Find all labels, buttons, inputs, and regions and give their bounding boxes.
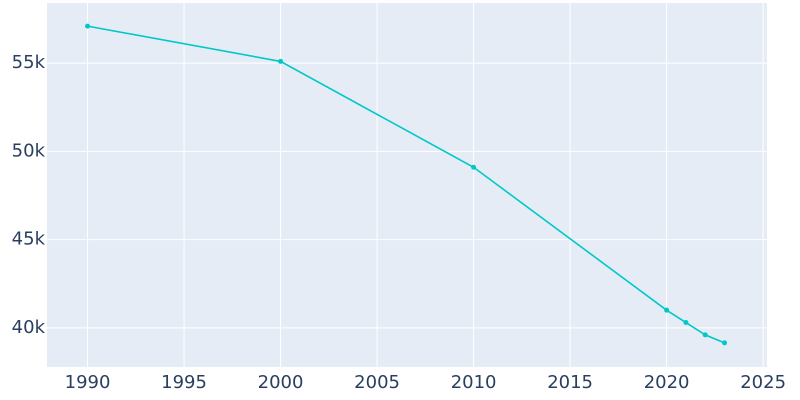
data-point bbox=[85, 23, 91, 29]
x-tick-label: 2020 bbox=[644, 372, 690, 393]
x-tick-label: 2000 bbox=[258, 372, 304, 393]
x-tick-label: 1995 bbox=[161, 372, 207, 393]
plot-area bbox=[47, 3, 767, 367]
data-point bbox=[471, 164, 477, 170]
y-tick-label: 45k bbox=[12, 229, 46, 250]
data-point bbox=[722, 340, 728, 346]
x-tick-label: 1990 bbox=[65, 372, 111, 393]
data-point bbox=[683, 320, 689, 326]
x-tick-label: 2005 bbox=[354, 372, 400, 393]
x-tick-label: 2025 bbox=[740, 372, 786, 393]
data-point bbox=[278, 58, 284, 64]
y-tick-label: 55k bbox=[12, 52, 46, 73]
data-point bbox=[664, 307, 670, 313]
x-tick-label: 2015 bbox=[547, 372, 593, 393]
y-tick-label: 50k bbox=[12, 140, 46, 161]
data-point bbox=[702, 332, 708, 338]
x-tick-label: 2010 bbox=[451, 372, 497, 393]
y-tick-label: 40k bbox=[12, 317, 46, 338]
